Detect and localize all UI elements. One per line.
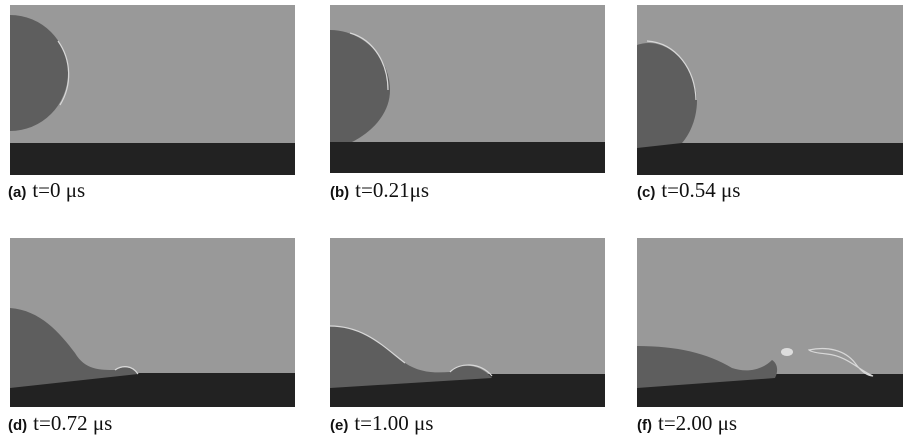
panel-caption: t=0.72 μs bbox=[33, 411, 112, 435]
simulation-panel bbox=[10, 5, 295, 175]
panel-label: (c) bbox=[637, 184, 655, 201]
caption: (d) t=0.72 μs bbox=[8, 411, 112, 436]
panel-caption: t=0 μs bbox=[32, 178, 85, 202]
simulation-panel bbox=[330, 238, 605, 407]
panel-label: (f) bbox=[637, 417, 652, 434]
caption: (f) t=2.00 μs bbox=[637, 411, 737, 436]
panel-caption: t=0.54 μs bbox=[661, 178, 740, 202]
figure: (a) t=0 μs (b) t=0.21μs (c) t=0.54 μs (d) t=… bbox=[0, 0, 903, 440]
caption: (b) t=0.21μs bbox=[330, 178, 429, 203]
panel-caption: t=0.21μs bbox=[355, 178, 429, 202]
caption: (e) t=1.00 μs bbox=[330, 411, 433, 436]
caption: (a) t=0 μs bbox=[8, 178, 85, 203]
caption: (c) t=0.54 μs bbox=[637, 178, 740, 203]
simulation-panel bbox=[637, 5, 903, 175]
simulation-panel bbox=[330, 5, 605, 173]
simulation-panel bbox=[637, 238, 903, 407]
panel-caption: t=1.00 μs bbox=[354, 411, 433, 435]
panel-label: (b) bbox=[330, 184, 349, 201]
panel-label: (d) bbox=[8, 417, 27, 434]
simulation-panel bbox=[10, 238, 295, 407]
panel-caption: t=2.00 μs bbox=[658, 411, 737, 435]
panel-label: (e) bbox=[330, 417, 348, 434]
panel-label: (a) bbox=[8, 184, 26, 201]
